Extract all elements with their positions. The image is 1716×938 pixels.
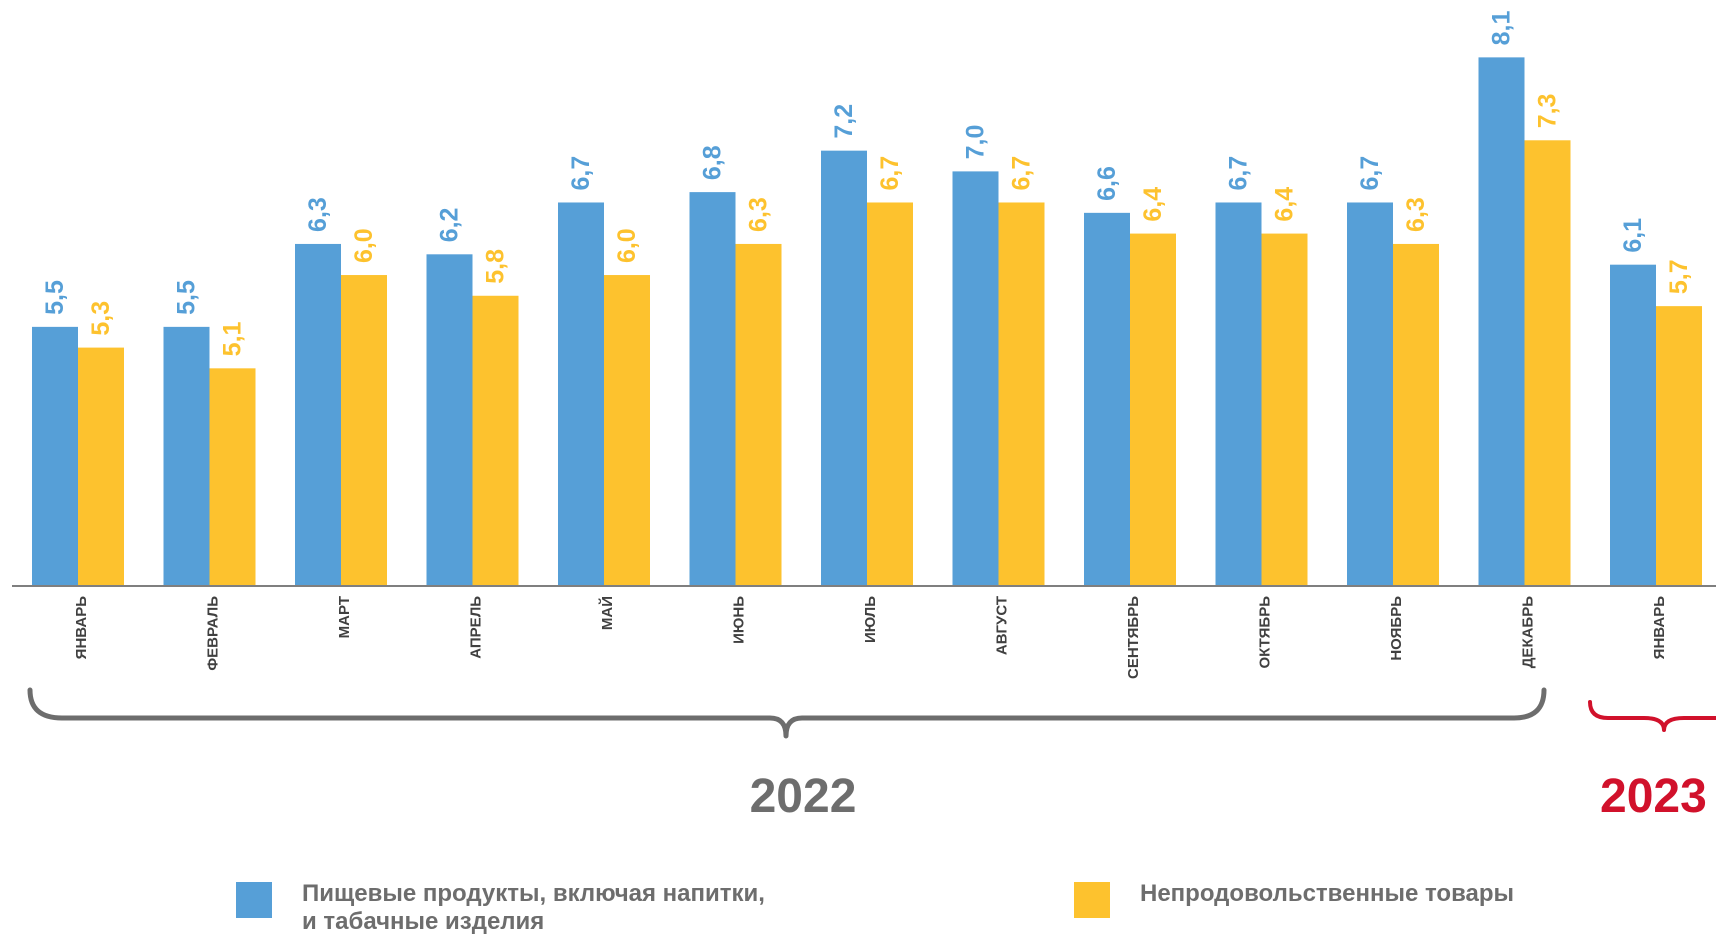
bar-food-8 [952,171,999,586]
data-label-nonfood-8: 6,7 [1008,156,1036,191]
bar-food-6 [689,192,736,586]
legend-swatch-food [236,882,272,918]
data-label-nonfood-12: 7,3 [1534,94,1562,129]
bar-food-10 [1215,202,1262,586]
bar-nonfood-10 [1261,233,1308,587]
month-label-9: СЕНТЯБРЬ [1125,596,1142,679]
bar-nonfood-6 [735,243,782,586]
data-label-food-3: 6,3 [304,197,332,232]
bar-food-9 [1084,212,1130,586]
year-label-2023: 2023 [1600,770,1707,823]
bar-nonfood-11 [1393,243,1439,586]
bar-food-4 [426,254,473,587]
bar-nonfood-9 [1130,233,1176,587]
year-label-2022: 2022 [750,770,857,823]
brace-2023 [1588,700,1716,732]
bar-nonfood-12 [1524,140,1571,587]
data-label-nonfood-7: 6,7 [876,156,904,191]
bar-food-1 [32,326,78,586]
bar-nonfood-3 [341,275,387,586]
data-label-nonfood-3: 6,0 [350,228,378,263]
bar-nonfood-13 [1656,306,1702,586]
month-label-4: АПРЕЛЬ [468,596,485,659]
data-label-food-5: 6,7 [567,156,595,191]
legend-item-food: Пищевые продукты, включая напитки, и таб… [236,880,765,936]
brace-2022 [27,687,1547,739]
bar-nonfood-7 [867,202,913,586]
data-label-food-6: 6,8 [699,145,727,180]
data-label-food-1: 5,5 [41,280,69,315]
data-label-food-9: 6,6 [1093,166,1121,201]
data-label-nonfood-2: 5,1 [219,321,247,356]
data-label-food-12: 8,1 [1488,11,1516,46]
data-label-nonfood-1: 5,3 [87,301,115,336]
month-label-10: ОКТЯБРЬ [1257,596,1274,669]
data-label-nonfood-9: 6,4 [1139,187,1167,222]
month-label-13: ЯНВАРЬ [1651,596,1668,660]
bar-food-2 [163,326,210,586]
data-label-food-13: 6,1 [1619,218,1647,253]
legend-item-nonfood: Непродовольственные товары [1074,880,1514,918]
month-label-8: АВГУСТ [994,596,1011,655]
month-label-3: МАРТ [336,596,353,638]
month-label-12: ДЕКАБРЬ [1520,596,1537,668]
data-label-nonfood-13: 5,7 [1665,259,1693,294]
month-label-5: МАЙ [598,596,616,630]
bar-food-5 [558,202,604,586]
legend-label-food-line1: Пищевые продукты, включая напитки, [302,880,765,907]
month-label-7: ИЮЛЬ [862,596,879,643]
data-label-food-7: 7,2 [830,104,858,139]
month-label-2: ФЕВРАЛЬ [205,596,222,671]
bar-nonfood-8 [998,202,1045,586]
bar-nonfood-1 [78,347,124,586]
data-label-nonfood-6: 6,3 [745,197,773,232]
bar-food-11 [1347,202,1393,586]
month-label-1: ЯНВАРЬ [73,596,90,660]
legend-swatch-nonfood [1074,882,1110,918]
data-label-food-11: 6,7 [1356,156,1384,191]
bar-food-12 [1478,57,1525,587]
data-label-nonfood-10: 6,4 [1271,187,1299,222]
data-label-food-10: 6,7 [1225,156,1253,191]
bar-nonfood-4 [472,295,519,586]
data-label-nonfood-11: 6,3 [1402,197,1430,232]
data-label-food-4: 6,2 [436,208,464,243]
data-label-nonfood-4: 5,8 [482,249,510,284]
legend-label-nonfood: Непродовольственные товары [1140,880,1515,907]
bar-food-7 [821,150,867,586]
legend-label-food-line2: и табачные изделия [302,908,545,935]
bar-nonfood-2 [209,368,256,586]
data-label-food-2: 5,5 [173,280,201,315]
data-label-nonfood-5: 6,0 [613,228,641,263]
month-label-6: ИЮНЬ [731,596,748,644]
bar-food-3 [295,243,341,586]
bar-food-13 [1610,264,1656,586]
month-label-11: НОЯБРЬ [1388,596,1405,661]
bar-nonfood-5 [604,275,650,586]
data-label-food-8: 7,0 [962,125,990,160]
